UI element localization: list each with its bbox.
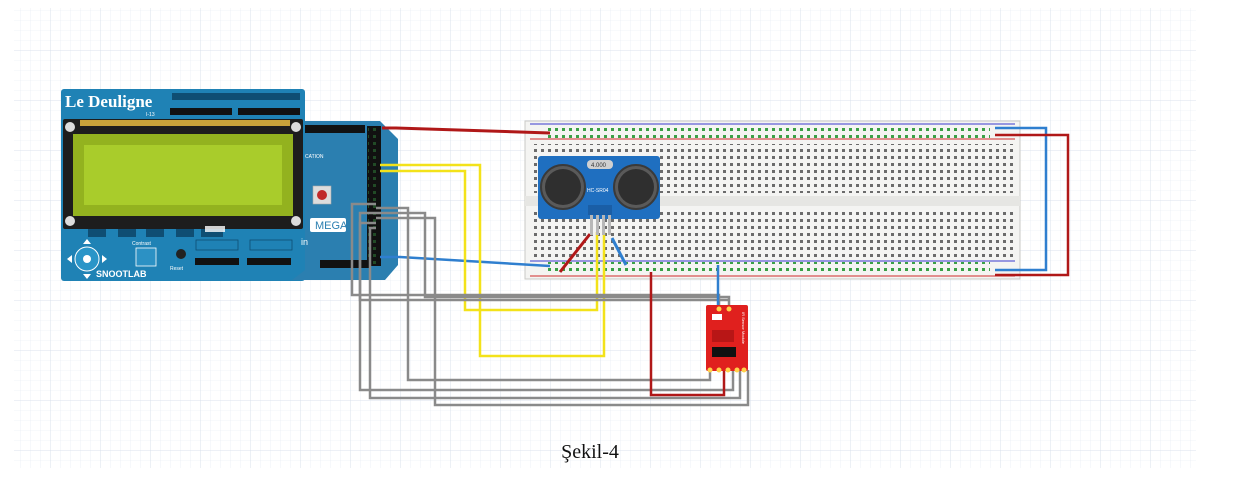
lcd-shield: Le Deuligne I-13 Contrast Reset SNOOTLAB bbox=[61, 89, 305, 281]
svg-text:IR Sensor Module: IR Sensor Module bbox=[741, 312, 746, 345]
ultrasonic-sensor: 4.000 HC-SR04 bbox=[538, 156, 660, 235]
shield-brand: Le Deuligne bbox=[65, 92, 153, 111]
svg-text:4.000: 4.000 bbox=[591, 163, 607, 169]
wire-group-gray bbox=[350, 202, 750, 407]
lcd-screen bbox=[84, 145, 282, 205]
svg-text:Contrast: Contrast bbox=[132, 241, 152, 247]
wire-yellow-echo bbox=[380, 169, 599, 312]
wire-red-rail-jumper bbox=[995, 133, 1070, 277]
wire-blue-gnd bbox=[380, 255, 551, 268]
board-model: MEGA bbox=[315, 220, 348, 232]
svg-text:I-13: I-13 bbox=[146, 112, 155, 118]
contrast-pot bbox=[135, 247, 157, 267]
wire-red-sensor-vcc bbox=[558, 233, 592, 273]
wire-red-module-vcc bbox=[649, 272, 726, 397]
wire-blue-sensor-gnd bbox=[610, 237, 628, 266]
figure-caption: Şekil-4 bbox=[561, 441, 619, 463]
reset-button bbox=[176, 249, 186, 259]
bottom-power-rail bbox=[545, 262, 990, 275]
wire-yellow-trig bbox=[380, 163, 606, 358]
sensor-model: HC-SR04 bbox=[587, 188, 609, 194]
arduino-mega: CATION MEGA in bbox=[292, 121, 398, 280]
shield-logo: SNOOTLAB bbox=[96, 269, 147, 279]
breadboard bbox=[524, 120, 1021, 280]
wire-blue-rail-jumper bbox=[995, 126, 1048, 272]
svg-text:in: in bbox=[301, 237, 308, 247]
top-power-rail bbox=[545, 125, 990, 138]
svg-text:CATION: CATION bbox=[305, 154, 324, 160]
sensor-module: IR Sensor Module bbox=[706, 305, 748, 373]
svg-text:Reset: Reset bbox=[170, 266, 184, 272]
wire-red-5v bbox=[382, 126, 551, 135]
